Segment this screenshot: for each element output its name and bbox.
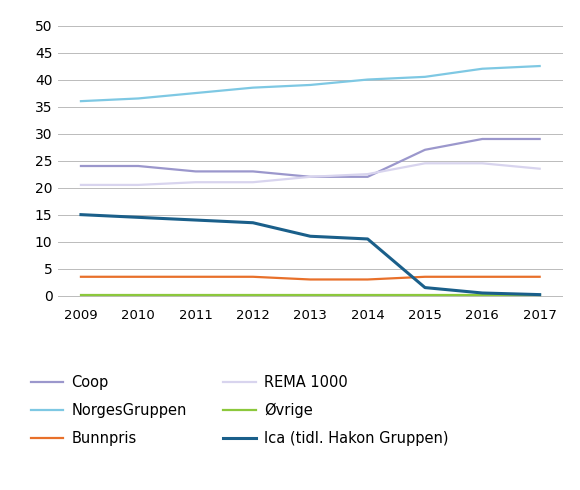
Legend: Coop, NorgesGruppen, Bunnpris, REMA 1000, Øvrige, Ica (tidl. Hakon Gruppen): Coop, NorgesGruppen, Bunnpris, REMA 1000…: [25, 369, 455, 452]
